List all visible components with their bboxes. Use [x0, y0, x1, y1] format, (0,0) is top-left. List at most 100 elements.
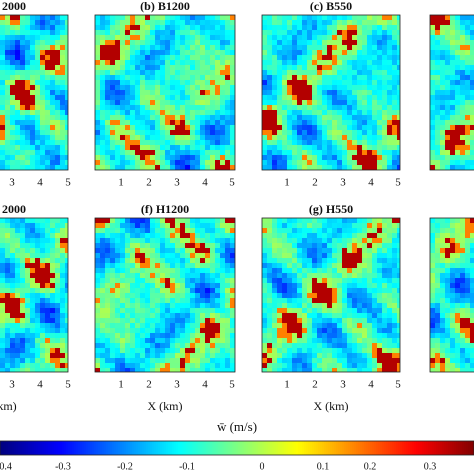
field-cell: [277, 110, 282, 115]
field-cell: [0, 233, 5, 238]
field-cell: [435, 165, 440, 170]
field-cell: [267, 298, 272, 303]
field-cell: [455, 338, 460, 343]
field-cell: [130, 35, 135, 40]
field-cell: [225, 55, 230, 60]
field-cell: [332, 238, 337, 243]
field-cell: [342, 40, 347, 45]
field-cell: [15, 40, 20, 45]
field-cell: [352, 55, 357, 60]
field-cell: [292, 110, 297, 115]
field-cell: [272, 318, 277, 323]
field-cell: [272, 90, 277, 95]
field-cell: [65, 268, 68, 273]
field-cell: [282, 343, 287, 348]
field-cell: [190, 333, 195, 338]
field-cell: [130, 95, 135, 100]
field-cell: [10, 75, 15, 80]
field-cell: [110, 293, 115, 298]
field-cell: [445, 150, 450, 155]
field-cell: [440, 228, 445, 233]
field-cell: [100, 20, 105, 25]
field-cell: [220, 368, 225, 372]
field-cell: [155, 135, 160, 140]
field-cell: [65, 243, 68, 248]
field-cell: [105, 303, 110, 308]
field-cell: [312, 298, 317, 303]
field-cell: [195, 130, 200, 135]
field-cell: [277, 80, 282, 85]
field-cell: [105, 353, 110, 358]
field-cell: [135, 65, 140, 70]
field-cell: [175, 60, 180, 65]
field-cell: [20, 228, 25, 233]
field-cell: [292, 90, 297, 95]
field-cell: [25, 20, 30, 25]
field-cell: [120, 238, 125, 243]
field-cell: [220, 85, 225, 90]
field-cell: [115, 125, 120, 130]
x-tick-label: 3: [174, 177, 180, 189]
field-cell: [470, 15, 474, 20]
field-cell: [317, 358, 322, 363]
field-cell: [377, 328, 382, 333]
field-cell: [352, 115, 357, 120]
field-cell: [95, 45, 100, 50]
field-cell: [210, 55, 215, 60]
field-cell: [445, 60, 450, 65]
field-cell: [30, 160, 35, 165]
field-cell: [267, 338, 272, 343]
field-cell: [105, 150, 110, 155]
field-cell: [40, 313, 45, 318]
field-cell: [342, 95, 347, 100]
field-cell: [5, 25, 10, 30]
field-cell: [145, 363, 150, 368]
field-cell: [110, 35, 115, 40]
field-cell: [150, 363, 155, 368]
field-cell: [332, 85, 337, 90]
field-cell: [125, 218, 130, 223]
field-cell: [362, 140, 367, 145]
field-cell: [10, 348, 15, 353]
field-cell: [277, 218, 282, 223]
field-cell: [135, 60, 140, 65]
field-cell: [185, 105, 190, 110]
field-cell: [150, 145, 155, 150]
field-cell: [292, 140, 297, 145]
field-cell: [135, 140, 140, 145]
colorbar-label: w̄ (m/s): [217, 419, 257, 434]
field-cell: [342, 273, 347, 278]
field-cell: [460, 35, 465, 40]
field-cell: [312, 328, 317, 333]
field-cell: [20, 95, 25, 100]
field-cell: [272, 298, 277, 303]
field-cell: [150, 318, 155, 323]
field-cell: [0, 35, 5, 40]
field-cell: [180, 238, 185, 243]
field-cell: [455, 90, 460, 95]
field-cell: [267, 115, 272, 120]
field-cell: [190, 248, 195, 253]
field-cell: [220, 65, 225, 70]
field-cell: [367, 278, 372, 283]
field-cell: [130, 238, 135, 243]
field-cell: [100, 328, 105, 333]
field-cell: [210, 135, 215, 140]
field-cell: [450, 145, 455, 150]
field-cell: [10, 115, 15, 120]
field-cell: [377, 95, 382, 100]
field-cell: [397, 343, 400, 348]
field-cell: [397, 278, 400, 283]
field-cell: [35, 110, 40, 115]
field-cell: [332, 363, 337, 368]
field-cell: [225, 228, 230, 233]
field-cell: [20, 273, 25, 278]
field-cell: [455, 160, 460, 165]
field-cell: [165, 233, 170, 238]
field-cell: [190, 353, 195, 358]
field-cell: [185, 45, 190, 50]
field-cell: [267, 105, 272, 110]
field-cell: [297, 348, 302, 353]
field-cell: [287, 368, 292, 372]
field-cell: [65, 25, 68, 30]
